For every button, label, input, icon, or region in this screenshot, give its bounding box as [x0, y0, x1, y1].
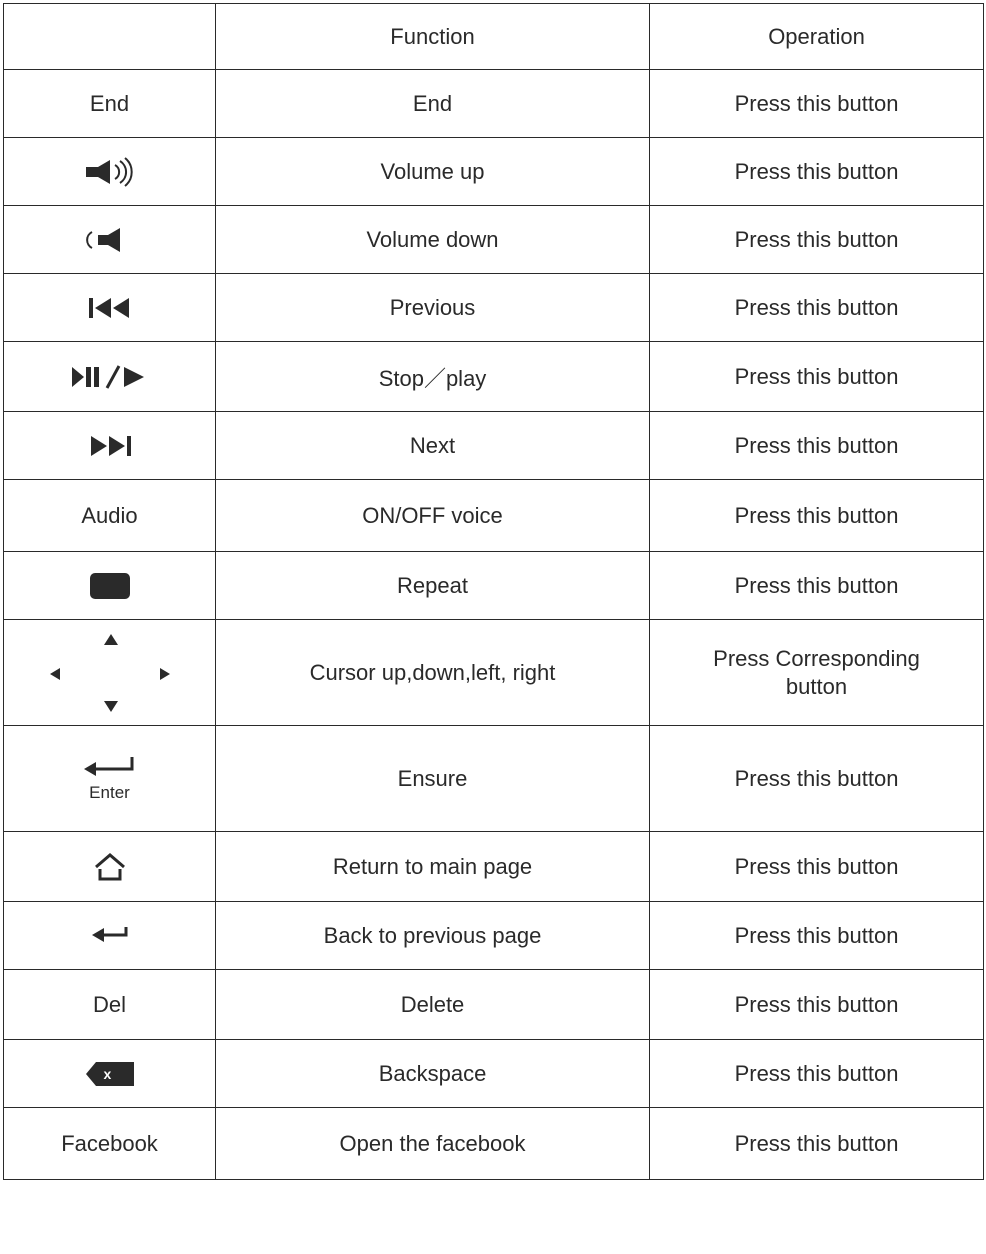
key-cell-previous [4, 274, 216, 342]
function-cell: Cursor up,down,left, right [216, 620, 650, 726]
key-cell-home [4, 832, 216, 902]
table-row: Audio ON/OFF voice Press this button [4, 480, 984, 552]
dpad-left-icon [50, 668, 60, 680]
operation-cell: Press this button [650, 274, 984, 342]
operation-cell: Press Correspondingbutton [650, 620, 984, 726]
back-icon [90, 923, 130, 949]
table-row: Enter Ensure Press this button [4, 726, 984, 832]
function-cell: Volume up [216, 138, 650, 206]
function-cell: Repeat [216, 552, 650, 620]
table-row: Repeat Press this button [4, 552, 984, 620]
header-operation-cell: Operation [650, 4, 984, 70]
key-cell-dpad [4, 620, 216, 726]
operation-cell: Press this button [650, 138, 984, 206]
table-row: End End Press this button [4, 70, 984, 138]
operation-cell: Press this button [650, 70, 984, 138]
operation-cell: Press this button [650, 902, 984, 970]
operation-cell: Press this button [650, 342, 984, 412]
volume-down-icon [86, 226, 134, 254]
table-row: Return to main page Press this button [4, 832, 984, 902]
function-cell: Previous [216, 274, 650, 342]
volume-up-icon [84, 157, 136, 187]
table-row: Facebook Open the facebook Press this bu… [4, 1108, 984, 1180]
function-cell: Stop／play [216, 342, 650, 412]
table-row: Next Press this button [4, 412, 984, 480]
header-function-cell: Function [216, 4, 650, 70]
operation-cell: Press this button [650, 1040, 984, 1108]
key-cell-backspace: x [4, 1040, 216, 1108]
key-cell-facebook: Facebook [4, 1108, 216, 1180]
function-cell: Open the facebook [216, 1108, 650, 1180]
operation-cell: Press this button [650, 480, 984, 552]
key-cell-next [4, 412, 216, 480]
table-row: Stop／play Press this button [4, 342, 984, 412]
key-cell-del: Del [4, 970, 216, 1040]
function-cell: Back to previous page [216, 902, 650, 970]
operation-cell: Press this button [650, 206, 984, 274]
table-header-row: Function Operation [4, 4, 984, 70]
dpad-icon [40, 632, 180, 714]
function-cell: Backspace [216, 1040, 650, 1108]
table-row: x Backspace Press this button [4, 1040, 984, 1108]
operation-cell: Press this button [650, 412, 984, 480]
function-cell: ON/OFF voice [216, 480, 650, 552]
function-cell: Return to main page [216, 832, 650, 902]
operation-cell: Press this button [650, 832, 984, 902]
function-cell: End [216, 70, 650, 138]
dpad-right-icon [160, 668, 170, 680]
header-key-cell [4, 4, 216, 70]
table-row: Cursor up,down,left, right Press Corresp… [4, 620, 984, 726]
key-cell-enter: Enter [4, 726, 216, 832]
backspace-icon: x [86, 1062, 134, 1086]
operation-cell: Press this button [650, 1108, 984, 1180]
function-cell: Volume down [216, 206, 650, 274]
home-icon [93, 852, 127, 882]
function-cell: Next [216, 412, 650, 480]
dpad-up-icon [104, 634, 118, 645]
table-row: Volume down Press this button [4, 206, 984, 274]
key-cell-back [4, 902, 216, 970]
key-cell-repeat [4, 552, 216, 620]
key-cell-end: End [4, 70, 216, 138]
dpad-down-icon [104, 701, 118, 712]
key-cell-stop-play [4, 342, 216, 412]
previous-icon [87, 295, 133, 321]
operation-cell: Press this button [650, 970, 984, 1040]
repeat-icon [90, 573, 130, 599]
function-cell: Delete [216, 970, 650, 1040]
remote-function-table: Function Operation End End Press this bu… [3, 3, 984, 1180]
key-cell-volume-up [4, 138, 216, 206]
enter-label: Enter [12, 783, 207, 803]
next-icon [87, 433, 133, 459]
enter-icon [82, 755, 138, 781]
table-row: Back to previous page Press this button [4, 902, 984, 970]
table-row: Del Delete Press this button [4, 970, 984, 1040]
stop-play-icon [70, 363, 150, 391]
operation-cell: Press this button [650, 726, 984, 832]
table-row: Previous Press this button [4, 274, 984, 342]
function-cell: Ensure [216, 726, 650, 832]
table-row: Volume up Press this button [4, 138, 984, 206]
key-cell-audio: Audio [4, 480, 216, 552]
operation-cell: Press this button [650, 552, 984, 620]
key-cell-volume-down [4, 206, 216, 274]
